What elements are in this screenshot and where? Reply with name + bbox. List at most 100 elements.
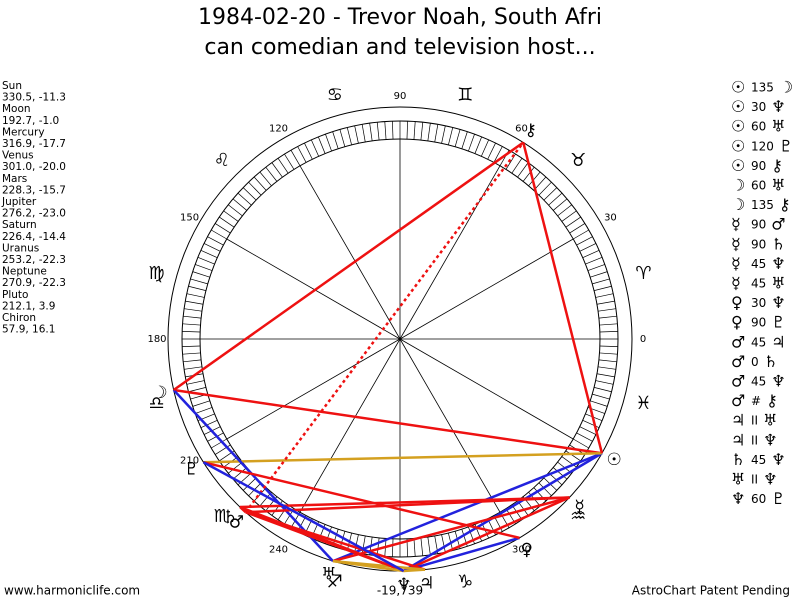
ring-tick (384, 121, 387, 140)
ring-tick (332, 131, 339, 149)
ring-tick (454, 129, 461, 147)
sign-glyph: ♋ (327, 85, 343, 106)
ring-tick (511, 158, 523, 174)
ring-tick (448, 127, 454, 146)
ring-tick (596, 300, 615, 305)
sign-glyph: ♏ (214, 506, 230, 527)
ring-tick (565, 450, 581, 462)
ring-tick (592, 278, 610, 285)
ring-tick (183, 359, 202, 363)
aspect-type: 90 (751, 159, 766, 173)
aspect-from: ☿ (731, 234, 741, 253)
aspect-from: ♀ (731, 293, 743, 312)
ring-tick (420, 537, 424, 556)
ring-tick (538, 181, 552, 196)
ring-tick (284, 153, 295, 170)
aspect-line (522, 142, 604, 454)
degree-label: 240 (269, 544, 288, 555)
ring-tick (596, 373, 615, 378)
ring-tick (192, 400, 210, 407)
planet-glyph: ♃ (419, 574, 434, 594)
ring-tick (242, 187, 257, 201)
ring-tick (592, 393, 610, 400)
spoke (226, 338, 401, 440)
ring-tick (200, 420, 218, 428)
ring-tick (392, 121, 394, 140)
aspect-type: II (751, 433, 758, 447)
ring-tick (598, 359, 617, 363)
aspect-type: 30 (751, 100, 766, 114)
sign-glyph: ♓ (635, 393, 651, 414)
ring-tick (223, 210, 239, 222)
aspect-from: ♄ (731, 450, 745, 469)
aspect-type: 45 (751, 375, 766, 389)
center-value: -19,739 (377, 584, 423, 598)
ring-tick (271, 162, 283, 178)
ring-tick (427, 123, 431, 141)
sign-glyph: ♊ (457, 85, 473, 106)
ring-tick (590, 400, 608, 407)
planet-coords: 270.9, -22.3 (2, 277, 66, 289)
aspect-line (173, 388, 603, 455)
aspect-to: ♄ (771, 234, 785, 253)
planet-coords: 57.9, 16.1 (2, 324, 55, 336)
ring-tick (188, 387, 207, 393)
degree-label: 0 (640, 334, 646, 345)
ring-tick (427, 537, 431, 555)
degree-label: 60 (515, 124, 528, 135)
ring-tick (185, 300, 204, 305)
aspect-from: ☽ (731, 195, 745, 214)
sign-glyph: ♌ (214, 150, 230, 171)
ring-tick (569, 223, 586, 234)
ring-tick (557, 204, 573, 217)
aspect-type: II (751, 414, 758, 428)
title-line: 1984-02-20 - Trevor Noah, South Afri (198, 5, 602, 30)
ring-tick (304, 142, 313, 160)
planet-name: Saturn (2, 219, 37, 231)
ring-tick (474, 136, 482, 154)
sign-glyph: ♈ (635, 263, 651, 284)
aspect-line (203, 451, 602, 464)
aspect-type: 135 (751, 198, 774, 212)
degree-label: 30 (604, 213, 617, 224)
footer-right: AstroChart Patent Pending (632, 584, 790, 598)
ring-tick (354, 534, 359, 553)
aspect-from: ☉ (731, 97, 745, 116)
ring-tick (369, 123, 373, 141)
ring-tick (582, 420, 600, 428)
ring-tick (211, 229, 227, 240)
ring-tick (237, 192, 252, 206)
aspect-from: ☿ (731, 254, 741, 273)
ring-tick (552, 198, 568, 211)
planet-name: Uranus (2, 242, 39, 254)
aspect-from: ☉ (731, 78, 745, 97)
degree-label: 120 (269, 124, 288, 135)
degree-label: 150 (180, 213, 199, 224)
sign-glyph: ♉ (570, 150, 586, 171)
aspect-from: ♀ (731, 313, 743, 332)
ring-tick (195, 407, 213, 414)
ring-tick (561, 210, 577, 222)
aspect-to: ♆ (771, 97, 785, 116)
aspect-type: 45 (751, 453, 766, 467)
aspect-to: ♇ (779, 136, 793, 155)
aspect-to: ♄ (764, 352, 778, 371)
ring-tick (599, 323, 618, 326)
planet-coords: 228.3, -15.7 (2, 184, 66, 196)
ring-tick (253, 176, 267, 191)
ring-tick (346, 127, 352, 146)
aspect-from: ♂ (731, 352, 745, 371)
aspect-type: 135 (751, 81, 774, 95)
ring-tick (576, 432, 593, 442)
aspect-from: ☿ (731, 274, 741, 293)
aspect-to: ♆ (771, 293, 785, 312)
aspect-type: 60 (751, 120, 766, 134)
ring-tick (184, 366, 202, 370)
sign-glyph: ♑ (457, 571, 473, 592)
ring-tick (232, 467, 248, 480)
planet-glyph: ♄ (223, 507, 238, 527)
aspect-from: ☉ (731, 136, 745, 155)
aspect-line (239, 505, 405, 573)
aspect-to: ♆ (763, 470, 777, 489)
